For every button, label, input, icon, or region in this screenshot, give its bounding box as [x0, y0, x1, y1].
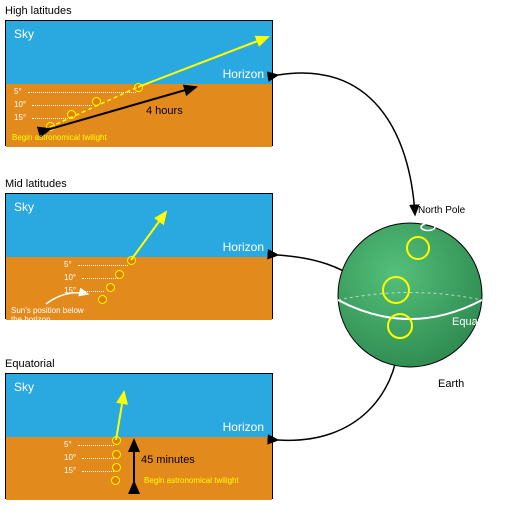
horizon-label: Horizon: [223, 67, 264, 81]
twilight-label: Begin astronomical twilight: [144, 476, 239, 485]
sun-dot: [112, 436, 121, 445]
deg-10: 10°: [64, 273, 76, 282]
sun-dot: [98, 295, 107, 304]
dotline-10: [82, 278, 118, 279]
panel-equatorial: Equatorial Sky Horizon 5° 10° 15° 45 min…: [5, 358, 273, 499]
earth-label: Earth: [438, 378, 464, 390]
horizon-label: Horizon: [223, 420, 264, 434]
dotline-10: [32, 105, 92, 106]
diagram-box: Sky Horizon 5° 10° 15° Sun's position be…: [5, 193, 273, 319]
sun-dot: [46, 122, 55, 131]
sun-dot: [127, 256, 136, 265]
duration-label: 4 hours: [146, 105, 183, 117]
panel-mid-latitudes: Mid latitudes Sky Horizon 5° 10° 15° Sun…: [5, 178, 273, 319]
dotline-15: [82, 471, 114, 472]
panel-high-latitudes: High latitudes Sky Horizon 5° 10° 15° 4 …: [5, 5, 273, 146]
sun-dot: [134, 83, 143, 92]
sun-dot: [112, 463, 121, 472]
sky-label: Sky: [14, 380, 34, 394]
deg-15: 15°: [64, 466, 76, 475]
horizon-label: Horizon: [223, 240, 264, 254]
diagram-box: Sky Horizon 5° 10° 15° 4 hours Begin ast…: [5, 20, 273, 146]
deg-15: 15°: [64, 286, 76, 295]
panel-title: High latitudes: [5, 5, 273, 17]
deg-5: 5°: [64, 440, 72, 449]
deg-15: 15°: [14, 113, 26, 122]
deg-10: 10°: [14, 100, 26, 109]
north-pole-label: North Pole: [418, 205, 465, 216]
panel-title: Mid latitudes: [5, 178, 273, 190]
dotline-5: [78, 265, 128, 266]
sun-dot: [111, 476, 120, 485]
sun-dot: [106, 283, 115, 292]
dotline-5: [78, 445, 114, 446]
dotline-5: [28, 92, 136, 93]
dotline-10: [82, 458, 114, 459]
diagram-box: Sky Horizon 5° 10° 15° 45 minutes Begin …: [5, 373, 273, 499]
dotline-15: [82, 291, 104, 292]
panel-title: Equatorial: [5, 358, 273, 370]
position-label-text: Sun's position below the horizon: [11, 306, 91, 324]
deg-10: 10°: [64, 453, 76, 462]
sun-dot: [112, 450, 121, 459]
sky-label: Sky: [14, 200, 34, 214]
sky-label: Sky: [14, 27, 34, 41]
deg-5: 5°: [14, 87, 22, 96]
duration-label: 45 minutes: [141, 454, 195, 466]
twilight-label: Begin astronomical twilight: [12, 133, 107, 142]
sun-dot: [67, 110, 76, 119]
deg-5: 5°: [64, 260, 72, 269]
ground-region: [6, 437, 272, 500]
equator-label: Equator: [452, 316, 491, 328]
sun-dot: [92, 97, 101, 106]
dotline-15: [32, 118, 70, 119]
sun-dot: [115, 270, 124, 279]
